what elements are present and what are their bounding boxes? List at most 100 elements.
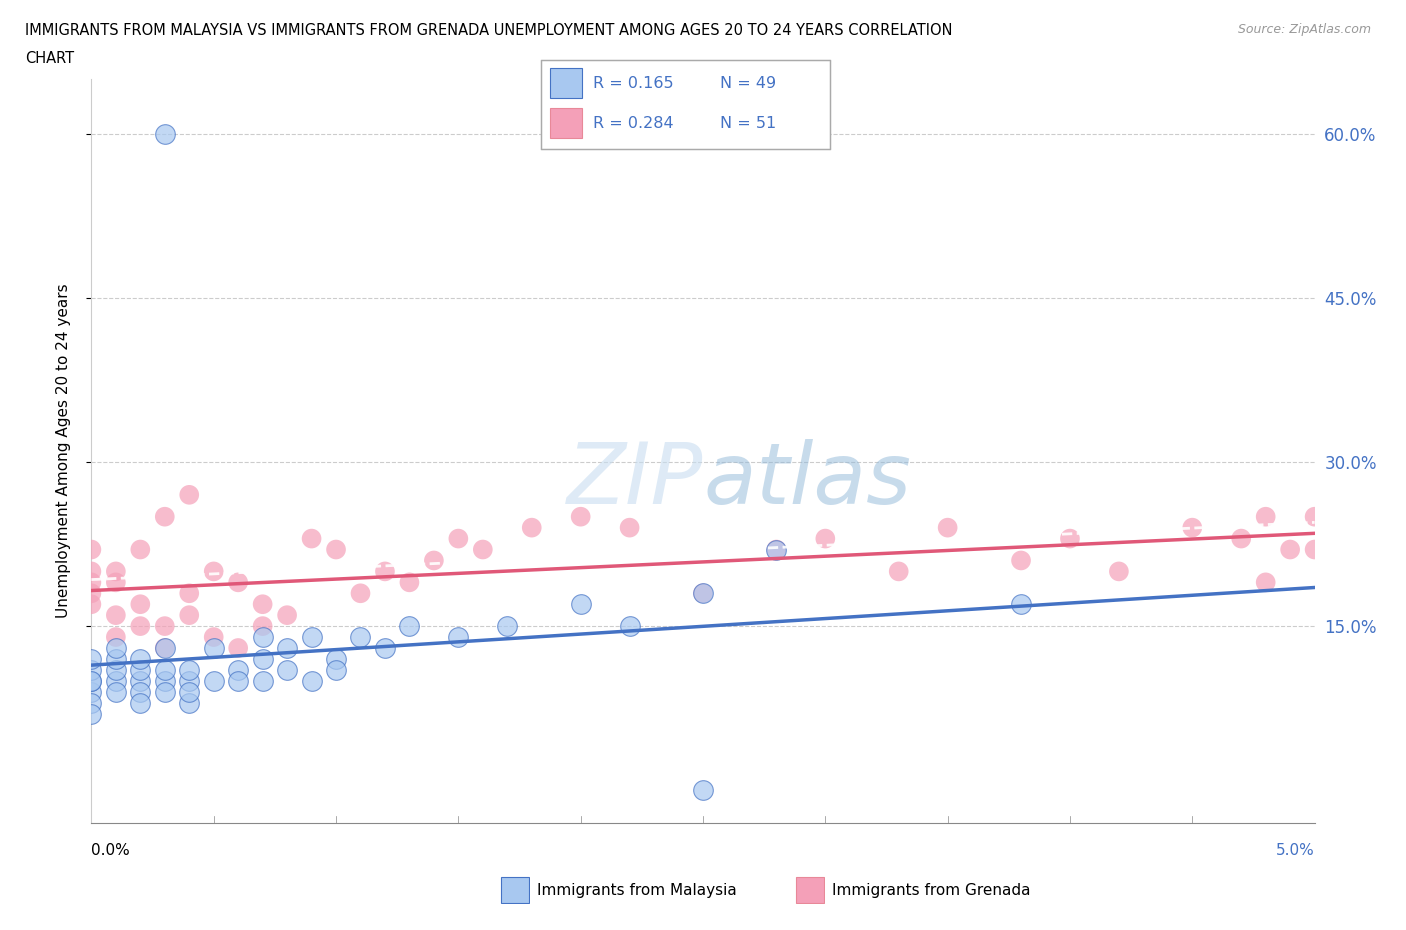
- Point: [1010, 553, 1032, 568]
- Point: [1279, 542, 1302, 557]
- Text: Immigrants from Grenada: Immigrants from Grenada: [832, 883, 1031, 897]
- Point: [1181, 520, 1204, 535]
- Point: [349, 586, 371, 601]
- Point: [104, 673, 127, 688]
- Point: [325, 662, 347, 677]
- Point: [619, 618, 641, 633]
- Point: [179, 607, 201, 622]
- Point: [619, 520, 641, 535]
- Y-axis label: Unemployment Among Ages 20 to 24 years: Unemployment Among Ages 20 to 24 years: [56, 284, 70, 618]
- Point: [692, 586, 714, 601]
- Point: [374, 564, 396, 578]
- Point: [692, 586, 714, 601]
- Point: [104, 684, 127, 699]
- Point: [301, 531, 323, 546]
- Point: [80, 575, 103, 590]
- Point: [765, 542, 787, 557]
- Point: [569, 597, 592, 612]
- Point: [179, 684, 201, 699]
- Text: Immigrants from Malaysia: Immigrants from Malaysia: [537, 883, 737, 897]
- Point: [202, 641, 225, 656]
- Text: ZIP: ZIP: [567, 439, 703, 523]
- Point: [129, 652, 152, 667]
- Point: [129, 542, 152, 557]
- Text: CHART: CHART: [25, 51, 75, 66]
- Point: [1303, 542, 1326, 557]
- Point: [520, 520, 543, 535]
- Point: [423, 553, 446, 568]
- Point: [814, 531, 837, 546]
- Point: [1010, 597, 1032, 612]
- Point: [129, 673, 152, 688]
- Point: [569, 510, 592, 525]
- Point: [80, 696, 103, 711]
- Point: [252, 630, 274, 644]
- Point: [252, 673, 274, 688]
- Point: [936, 520, 959, 535]
- Point: [276, 641, 298, 656]
- Point: [1303, 510, 1326, 525]
- Point: [80, 564, 103, 578]
- Point: [153, 641, 176, 656]
- Point: [226, 662, 249, 677]
- Point: [104, 641, 127, 656]
- Point: [153, 673, 176, 688]
- Text: Source: ZipAtlas.com: Source: ZipAtlas.com: [1237, 23, 1371, 36]
- Point: [153, 641, 176, 656]
- Point: [447, 630, 470, 644]
- Point: [179, 662, 201, 677]
- Point: [153, 510, 176, 525]
- Point: [80, 684, 103, 699]
- Point: [104, 607, 127, 622]
- Point: [104, 662, 127, 677]
- Point: [1059, 531, 1081, 546]
- Point: [179, 696, 201, 711]
- Point: [153, 618, 176, 633]
- Point: [80, 662, 103, 677]
- Point: [129, 662, 152, 677]
- Text: 5.0%: 5.0%: [1275, 844, 1315, 858]
- Point: [104, 630, 127, 644]
- Point: [1230, 531, 1253, 546]
- Point: [765, 542, 787, 557]
- Text: 0.0%: 0.0%: [91, 844, 131, 858]
- Point: [301, 673, 323, 688]
- Point: [104, 564, 127, 578]
- Point: [80, 652, 103, 667]
- Point: [153, 662, 176, 677]
- Point: [80, 706, 103, 721]
- Point: [692, 783, 714, 798]
- Point: [374, 641, 396, 656]
- Bar: [550, 108, 582, 139]
- Point: [349, 630, 371, 644]
- Text: N = 49: N = 49: [720, 76, 776, 91]
- Bar: [550, 69, 582, 99]
- Point: [129, 618, 152, 633]
- Point: [153, 126, 176, 141]
- Point: [202, 673, 225, 688]
- Point: [252, 597, 274, 612]
- Point: [398, 575, 420, 590]
- Point: [447, 531, 470, 546]
- Point: [129, 684, 152, 699]
- Point: [179, 487, 201, 502]
- Point: [887, 564, 910, 578]
- Point: [252, 652, 274, 667]
- Text: IMMIGRANTS FROM MALAYSIA VS IMMIGRANTS FROM GRENADA UNEMPLOYMENT AMONG AGES 20 T: IMMIGRANTS FROM MALAYSIA VS IMMIGRANTS F…: [25, 23, 953, 38]
- Point: [153, 684, 176, 699]
- Text: R = 0.284: R = 0.284: [593, 115, 673, 131]
- Point: [80, 586, 103, 601]
- Point: [226, 575, 249, 590]
- Point: [1108, 564, 1130, 578]
- Point: [202, 564, 225, 578]
- Point: [398, 618, 420, 633]
- Point: [80, 673, 103, 688]
- Point: [80, 673, 103, 688]
- Point: [104, 575, 127, 590]
- Point: [276, 662, 298, 677]
- Point: [80, 542, 103, 557]
- Point: [226, 673, 249, 688]
- Point: [1254, 575, 1277, 590]
- Point: [80, 597, 103, 612]
- Point: [325, 652, 347, 667]
